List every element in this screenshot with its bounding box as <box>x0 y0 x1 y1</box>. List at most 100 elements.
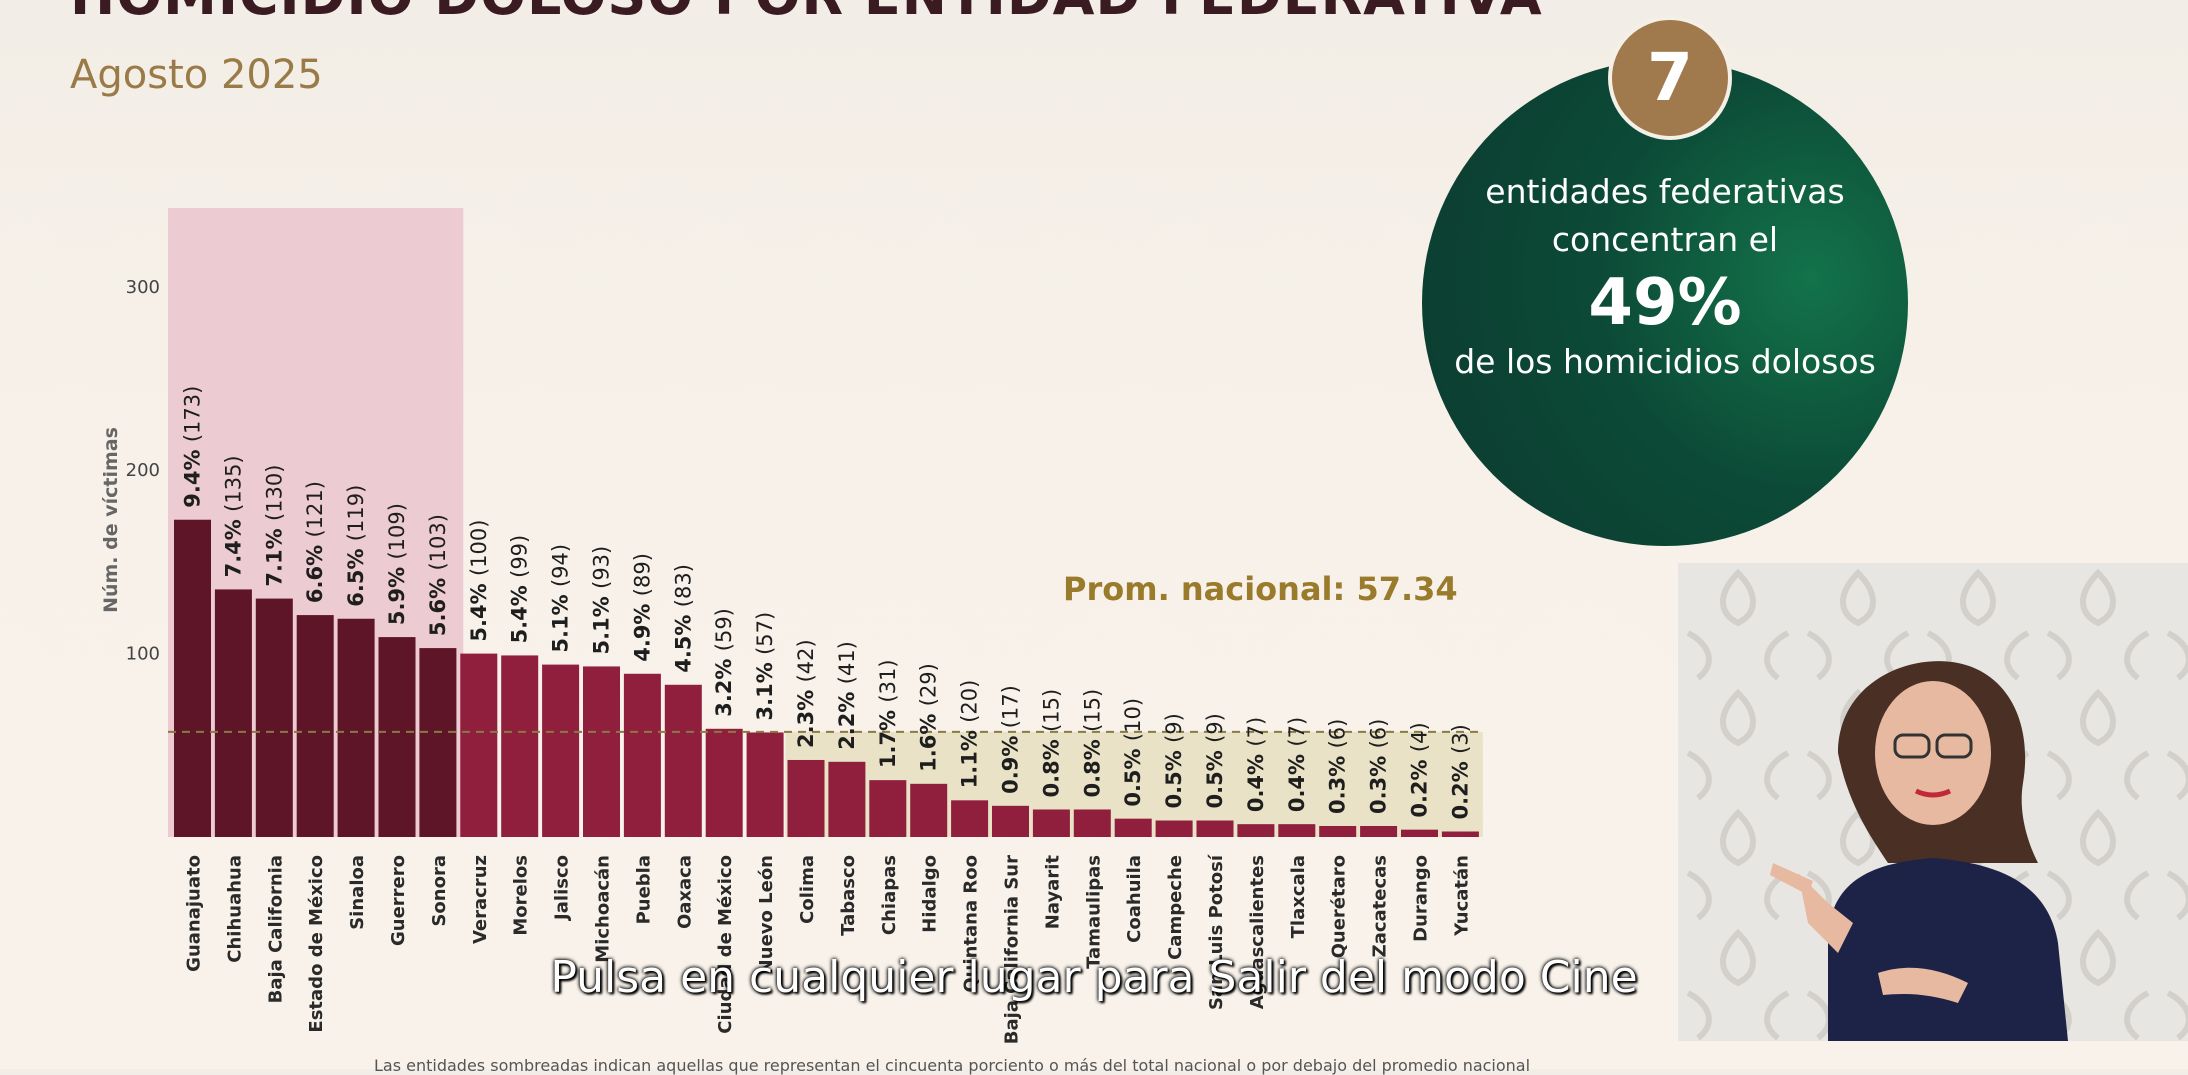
bar-value-label: 1.6% (29) <box>917 663 941 772</box>
bar <box>1155 820 1193 837</box>
bar <box>419 648 457 837</box>
y-axis-label: Núm. de víctimas <box>100 427 122 613</box>
bar-value-label: 3.1% (57) <box>753 612 777 721</box>
bar <box>1237 824 1275 837</box>
bar <box>296 615 334 837</box>
bar <box>746 732 784 837</box>
bar-value-label: 7.1% (130) <box>262 465 286 587</box>
bar-value-label: 9.4% (173) <box>181 386 205 508</box>
bar <box>787 759 825 837</box>
bar-value-label: 0.2% (3) <box>1448 724 1472 819</box>
x-tick-label: Sinaloa <box>347 855 368 930</box>
bar <box>337 618 375 837</box>
bar <box>1073 809 1111 837</box>
bar <box>1196 820 1234 837</box>
bar-value-label: 4.5% (83) <box>671 564 695 673</box>
bar-value-label: 1.1% (20) <box>958 680 982 789</box>
callout-number-badge: 7 <box>1608 16 1732 140</box>
x-tick-label: Coahuila <box>1124 855 1145 943</box>
bar <box>1114 818 1152 837</box>
callout-line-2: concentran el <box>1551 220 1779 259</box>
x-tick-label: San Luis Potosí <box>1206 854 1227 1010</box>
x-axis-labels: Guanajuato Chihuahua Baja California Estado… <box>184 854 1473 1044</box>
bar <box>1360 825 1398 837</box>
bar-value-label: 0.2% (4) <box>1408 722 1432 817</box>
x-tick-label: Michoacán <box>593 855 614 963</box>
bar <box>174 519 211 837</box>
bar-value-label: 0.5% (9) <box>1203 713 1227 808</box>
bar <box>869 780 907 837</box>
bar <box>910 783 948 837</box>
chart-title: HOMICIDIO DOLOSO POR ENTIDAD FEDERATIVA <box>70 0 1543 27</box>
x-tick-label: Aguascalientes <box>1247 855 1268 1009</box>
bar <box>1032 809 1070 837</box>
x-tick-label: Ciudad de México <box>715 855 736 1034</box>
bar-value-label: 0.8% (15) <box>1039 689 1063 798</box>
bar-value-label: 5.1% (94) <box>549 544 573 653</box>
callout-line-3: de los homicidios dolosos <box>1454 342 1876 381</box>
x-tick-label: Zacatecas <box>1370 855 1391 957</box>
bar <box>1278 824 1316 837</box>
x-tick-label: Colima <box>797 855 818 924</box>
average-label: Prom. nacional: 57.34 <box>1063 570 1458 608</box>
bar-value-label: 6.5% (119) <box>344 485 368 607</box>
bar-value-label: 6.6% (121) <box>303 481 327 603</box>
x-tick-label: Nayarit <box>1042 855 1063 930</box>
bar-value-label: 0.9% (17) <box>999 685 1023 794</box>
bar-value-label: 0.3% (6) <box>1367 719 1391 814</box>
callout-percent: 49% <box>1588 266 1742 340</box>
chart-footnote: Las entidades sombreadas indican aquella… <box>374 1056 1531 1075</box>
callout-line-1: entidades federativas <box>1485 172 1845 211</box>
bar-value-label: 3.2% (59) <box>712 608 736 717</box>
bar <box>992 805 1029 837</box>
bar <box>951 800 989 837</box>
bar <box>214 589 252 837</box>
y-axis: 100 200 300 <box>126 277 160 665</box>
bar <box>705 728 743 837</box>
x-tick-label: Baja California <box>265 855 286 1003</box>
x-tick-label: Estado de México <box>306 855 327 1033</box>
bar <box>378 637 416 837</box>
bar-value-label: 0.5% (9) <box>1162 713 1186 808</box>
bars <box>174 519 1479 837</box>
x-tick-label: Tamaulipas <box>1083 855 1104 969</box>
bar-value-label: 0.8% (15) <box>1080 689 1104 798</box>
summary-callout: entidades federativas concentran el 49% … <box>1422 60 1908 546</box>
x-tick-label: Puebla <box>633 855 654 924</box>
bar-value-label: 2.2% (41) <box>835 641 859 750</box>
x-tick-label: Oaxaca <box>674 855 695 929</box>
bar <box>623 673 661 837</box>
bar <box>501 655 539 837</box>
x-tick-label: Baja California Sur <box>1002 855 1023 1044</box>
bar <box>542 664 580 837</box>
sign-language-interpreter-video <box>1678 563 2188 1041</box>
bar-value-label: 2.3% (42) <box>794 639 818 748</box>
x-tick-label: Durango <box>1411 855 1432 942</box>
x-tick-label: Chihuahua <box>224 855 245 963</box>
bar <box>583 666 620 837</box>
x-tick-label: Campeche <box>1165 855 1186 960</box>
bar <box>664 684 702 837</box>
y-tick-label: 300 <box>126 277 160 298</box>
bar-value-label: 0.4% (7) <box>1244 717 1268 812</box>
y-tick-label: 200 <box>126 460 160 481</box>
bar-value-label: 5.4% (99) <box>508 535 532 644</box>
bar-value-label: 5.4% (100) <box>467 520 491 642</box>
bar-value-label: 7.4% (135) <box>221 455 245 577</box>
bar-value-label: 0.3% (6) <box>1326 719 1350 814</box>
bar-value-label: 5.1% (93) <box>590 546 614 655</box>
x-tick-label: Morelos <box>511 855 532 936</box>
x-tick-label: Tlaxcala <box>1288 855 1309 938</box>
x-tick-label: Sonora <box>429 855 450 927</box>
bar <box>828 761 866 837</box>
bar-value-label: 4.9% (89) <box>630 553 654 662</box>
bar <box>460 653 498 837</box>
cinema-mode-exit-hint[interactable]: Pulsa en cualquier lugar para Salir del … <box>550 952 1638 1003</box>
chart-subtitle: Agosto 2025 <box>70 52 323 98</box>
bar <box>255 598 293 837</box>
bar <box>1441 831 1479 837</box>
x-tick-label: Veracruz <box>470 855 491 944</box>
bar-value-label: 1.7% (31) <box>876 659 900 768</box>
x-tick-label: Hidalgo <box>920 855 941 933</box>
